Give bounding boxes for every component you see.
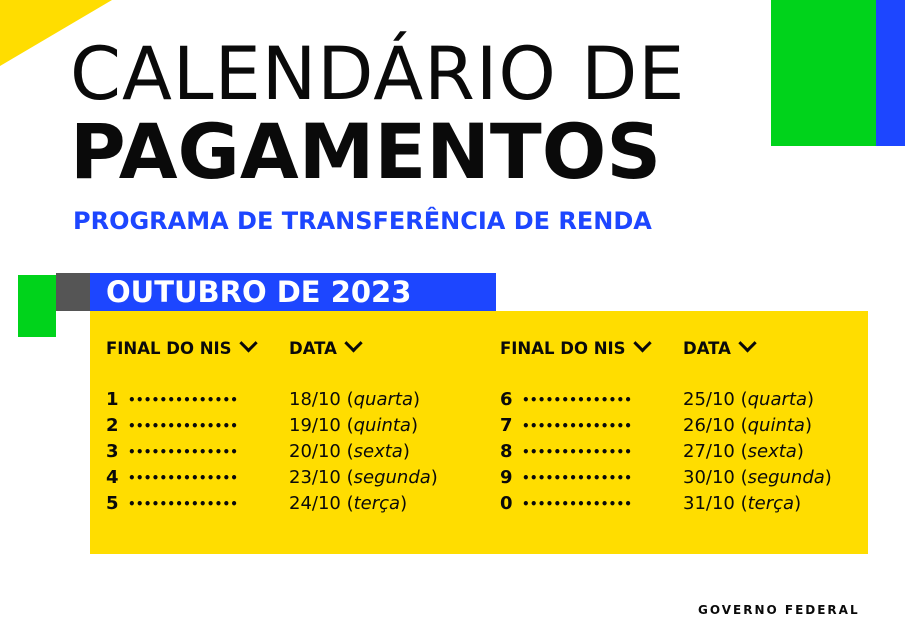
schedule-rows-left: 1 •••••••••••••• 18/10 (quarta) 2 ••••••… bbox=[106, 387, 496, 517]
month-banner: OUTUBRO DE 2023 bbox=[90, 273, 496, 311]
payment-date: 31/10 (terça) bbox=[683, 493, 802, 514]
schedule-row: 1 •••••••••••••• 18/10 (quarta) bbox=[106, 387, 496, 413]
header-final-nis: FINAL DO NIS bbox=[500, 334, 652, 359]
chevron-down-icon bbox=[344, 334, 363, 353]
page-title-line1: CALENDÁRIO DE bbox=[70, 32, 686, 117]
schedule-row: 4 •••••••••••••• 23/10 (segunda) bbox=[106, 465, 496, 491]
payment-date: 30/10 (segunda) bbox=[683, 467, 832, 488]
payment-date: 25/10 (quarta) bbox=[683, 389, 815, 410]
schedule-rows-right: 6 •••••••••••••• 25/10 (quarta) 7 ••••••… bbox=[500, 387, 890, 517]
nis-digit: 1 bbox=[106, 389, 119, 410]
payment-date: 19/10 (quinta) bbox=[289, 415, 418, 436]
nis-digit: 9 bbox=[500, 467, 513, 488]
schedule-row: 9 •••••••••••••• 30/10 (segunda) bbox=[500, 465, 890, 491]
header-final-nis-label: FINAL DO NIS bbox=[500, 339, 626, 358]
nis-digit: 5 bbox=[106, 493, 119, 514]
schedule-row: 2 •••••••••••••• 19/10 (quinta) bbox=[106, 413, 496, 439]
payment-date: 18/10 (quarta) bbox=[289, 389, 421, 410]
decor-blue-block bbox=[876, 0, 905, 146]
corner-yellow-triangle bbox=[0, 0, 112, 66]
header-final-nis: FINAL DO NIS bbox=[106, 334, 258, 359]
dot-leader: •••••••••••••• bbox=[522, 471, 633, 485]
header-data: DATA bbox=[683, 334, 757, 359]
header-data: DATA bbox=[289, 334, 363, 359]
schedule-panel: FINAL DO NIS DATA 1 •••••••••••••• 18/10… bbox=[90, 311, 868, 554]
nis-digit: 2 bbox=[106, 415, 119, 436]
footer-governo-federal: GOVERNO FEDERAL bbox=[698, 603, 860, 617]
chevron-down-icon bbox=[738, 334, 757, 353]
payment-date: 20/10 (sexta) bbox=[289, 441, 410, 462]
month-label: OUTUBRO DE 2023 bbox=[106, 275, 412, 309]
dot-leader: •••••••••••••• bbox=[522, 419, 633, 433]
nis-digit: 8 bbox=[500, 441, 513, 462]
nis-digit: 7 bbox=[500, 415, 513, 436]
schedule-row: 8 •••••••••••••• 27/10 (sexta) bbox=[500, 439, 890, 465]
payment-date: 27/10 (sexta) bbox=[683, 441, 804, 462]
decor-green-side bbox=[18, 275, 56, 337]
dot-leader: •••••••••••••• bbox=[128, 471, 239, 485]
chevron-down-icon bbox=[238, 334, 258, 353]
decor-gray-side bbox=[56, 273, 96, 311]
schedule-row: 6 •••••••••••••• 25/10 (quarta) bbox=[500, 387, 890, 413]
header-data-label: DATA bbox=[289, 339, 337, 358]
payment-date: 24/10 (terça) bbox=[289, 493, 408, 514]
header-final-nis-label: FINAL DO NIS bbox=[106, 339, 232, 358]
page-subtitle: PROGRAMA DE TRANSFERÊNCIA DE RENDA bbox=[73, 207, 652, 235]
header-data-label: DATA bbox=[683, 339, 731, 358]
dot-leader: •••••••••••••• bbox=[522, 445, 633, 459]
schedule-row: 0 •••••••••••••• 31/10 (terça) bbox=[500, 491, 890, 517]
nis-digit: 4 bbox=[106, 467, 119, 488]
schedule-row: 7 •••••••••••••• 26/10 (quinta) bbox=[500, 413, 890, 439]
dot-leader: •••••••••••••• bbox=[128, 497, 239, 511]
dot-leader: •••••••••••••• bbox=[128, 393, 239, 407]
page-title-line2: PAGAMENTOS bbox=[70, 107, 662, 196]
dot-leader: •••••••••••••• bbox=[128, 419, 239, 433]
nis-digit: 3 bbox=[106, 441, 119, 462]
schedule-row: 5 •••••••••••••• 24/10 (terça) bbox=[106, 491, 496, 517]
chevron-down-icon bbox=[632, 334, 652, 353]
decor-green-block bbox=[771, 0, 876, 146]
dot-leader: •••••••••••••• bbox=[522, 497, 633, 511]
dot-leader: •••••••••••••• bbox=[128, 445, 239, 459]
nis-digit: 6 bbox=[500, 389, 513, 410]
nis-digit: 0 bbox=[500, 493, 513, 514]
dot-leader: •••••••••••••• bbox=[522, 393, 633, 407]
schedule-row: 3 •••••••••••••• 20/10 (sexta) bbox=[106, 439, 496, 465]
payment-date: 23/10 (segunda) bbox=[289, 467, 438, 488]
payment-date: 26/10 (quinta) bbox=[683, 415, 812, 436]
